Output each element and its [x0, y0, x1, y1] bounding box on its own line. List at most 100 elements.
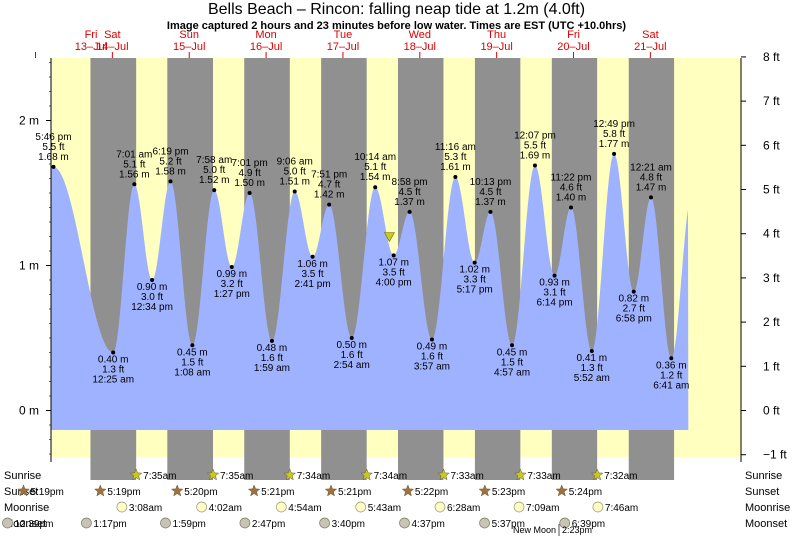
sunrise-time: 7:35am	[143, 471, 176, 482]
high-tide-label: 7:51 pm	[311, 170, 347, 181]
moonrise-time: 7:09am	[526, 503, 559, 514]
low-tide-label: 0.45 m	[177, 347, 208, 358]
row-label-right-moonset: Moonset	[745, 518, 787, 530]
moonrise-time: 3:08am	[129, 503, 162, 514]
low-tide-label: 1:27 pm	[214, 289, 250, 300]
right-tick-label: −1 ft	[763, 448, 787, 462]
moonrise-icon	[275, 501, 287, 513]
high-tide-label: 1.40 m	[556, 193, 587, 204]
high-tide-label: 1.37 m	[475, 197, 506, 208]
date-label: 18–Jul	[404, 41, 436, 53]
high-tide-label: 5.0 ft	[203, 165, 225, 176]
low-tide-label: 0.49 m	[417, 341, 448, 352]
right-tick-label: 4 ft	[763, 227, 780, 241]
day-of-week-label: Sun	[179, 29, 199, 41]
day-of-week-label: Fri	[85, 29, 98, 41]
low-tide-label: 0.93 m	[539, 278, 570, 289]
low-tide-label: 0.45 m	[497, 347, 528, 358]
high-tide-label: 5.0 ft	[284, 167, 306, 178]
high-tide-label: 1.37 m	[394, 197, 425, 208]
moonrise-time: 5:43am	[368, 503, 401, 514]
low-tide-label: 1:08 am	[174, 367, 210, 378]
new-moon-label: New Moon	[513, 525, 556, 535]
right-tick-label: 8 ft	[763, 50, 780, 64]
sunset-time: 5:21pm	[261, 487, 294, 498]
high-tide-label: 1.58 m	[155, 166, 186, 177]
moonset-icon	[81, 517, 92, 529]
low-tide-label: 12:34 pm	[131, 302, 173, 313]
high-tide-label: 4.6 ft	[560, 183, 582, 194]
tide-water-area	[51, 153, 689, 430]
low-tide-label: 0.50 m	[336, 340, 367, 351]
sunset-icon	[555, 484, 569, 497]
low-tide-label: 1:59 am	[254, 363, 290, 374]
extremum-point	[532, 163, 537, 168]
axes: 0 m 1 m 2 m −1 ft 0 ft 1 ft 2 ft 3 ft 4 ft 5 ft 6 …	[19, 50, 787, 462]
sunset-time: 5:19pm	[30, 487, 63, 498]
moonset-icon	[239, 517, 251, 529]
high-tide-label: 6:19 pm	[152, 146, 188, 157]
extremum-point	[111, 350, 116, 355]
low-tide-label: 1.3 ft	[102, 365, 124, 376]
new-moon-time: 2:23pm	[562, 525, 592, 535]
right-tick-label: 3 ft	[763, 271, 780, 285]
moonset-time: 3:40pm	[332, 519, 365, 530]
high-tide-label: 7:01 am	[116, 149, 152, 160]
sunrise-icon	[590, 468, 604, 481]
tide-area	[51, 153, 689, 430]
sunrise-time: 7:33am	[527, 471, 560, 482]
high-tide-label: 12:07 pm	[514, 130, 556, 141]
sunset-time: 5:24pm	[569, 487, 602, 498]
high-tide-label: 1.56 m	[119, 169, 150, 180]
sunset-icon	[17, 484, 30, 497]
sunrise-time: 7:34am	[374, 471, 407, 482]
moonset-time: 2:47pm	[252, 519, 285, 530]
sunset-time: 5:21pm	[338, 487, 371, 498]
high-tide-label: 1.54 m	[360, 172, 391, 183]
extremum-point	[391, 253, 396, 258]
low-tide-label: 4:00 pm	[376, 277, 412, 288]
extremum-point	[453, 175, 458, 180]
current-tide-marker	[383, 232, 395, 243]
extremum-point	[229, 264, 234, 269]
extremum-point	[51, 164, 56, 169]
low-tide-label: 3.3 ft	[464, 275, 486, 286]
moonset-time: 5:37pm	[492, 519, 525, 530]
sunset-time: 5:20pm	[184, 487, 217, 498]
sunrise-time: 7:35am	[220, 471, 253, 482]
sunset-time: 5:23pm	[492, 487, 525, 498]
low-tide-label: 3.5 ft	[301, 269, 323, 280]
day-of-week-label: Thu	[487, 29, 506, 41]
low-tide-label: 0.82 m	[618, 294, 649, 305]
row-label-sunrise: Sunrise	[4, 470, 41, 482]
sunset-icon	[93, 484, 107, 497]
sunrise-time: 7:33am	[450, 471, 483, 482]
high-tide-label: 12:21 am	[630, 162, 672, 173]
chart-title: Bells Beach – Rincon: falling neap tide …	[207, 1, 586, 18]
moonset-time: 4:37pm	[412, 519, 445, 530]
sunrise-icon	[437, 468, 450, 481]
low-tide-label: 1.02 m	[459, 265, 490, 276]
high-tide-label: 1.50 m	[234, 178, 265, 189]
moonrise-icon	[196, 501, 207, 513]
day-of-week-label: Sat	[642, 29, 659, 41]
low-tide-label: 2:41 pm	[295, 279, 331, 290]
low-tide-label: 3.5 ft	[383, 267, 405, 278]
extremum-point	[472, 260, 477, 265]
right-tick-label: 7 ft	[763, 94, 780, 108]
moonrise-time: 4:02am	[209, 503, 242, 514]
moonset-icon	[2, 517, 13, 529]
low-tide-label: 3.2 ft	[221, 279, 243, 290]
high-tide-label: 5.2 ft	[159, 156, 181, 167]
moonrise-icon	[592, 501, 604, 513]
low-tide-label: 6:14 pm	[536, 298, 572, 309]
extremum-point	[168, 179, 173, 184]
moonset-time: 1:17pm	[93, 519, 126, 530]
date-label: 17–Jul	[327, 41, 359, 53]
sunrise-time: 7:34am	[297, 471, 330, 482]
right-tick-label: 1 ft	[763, 359, 780, 373]
moonset-icon	[399, 517, 410, 529]
low-tide-label: 6:41 am	[653, 380, 689, 391]
